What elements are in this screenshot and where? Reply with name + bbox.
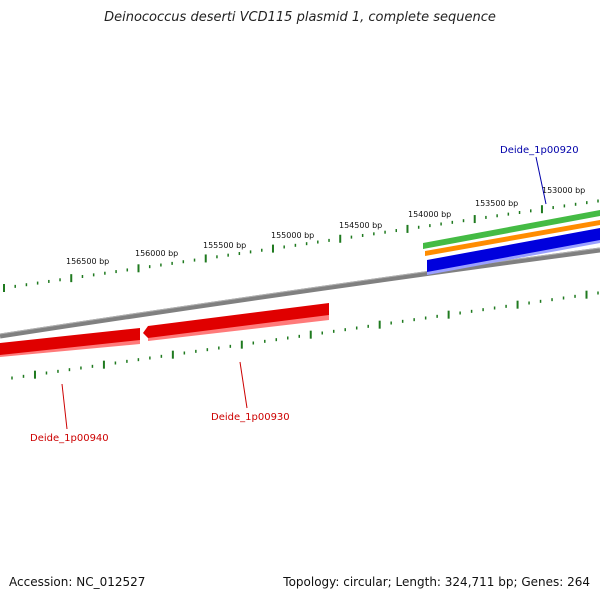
ruler-label: 153000 bp xyxy=(542,186,585,195)
backbone-arc xyxy=(0,247,600,339)
backbone-highlight xyxy=(0,247,600,335)
ruler-label: 154000 bp xyxy=(408,210,451,219)
ruler-label: 154500 bp xyxy=(339,221,382,230)
ruler-label: 155000 bp xyxy=(271,231,314,240)
accession-text: Accession: NC_012527 xyxy=(9,575,146,589)
orange-track xyxy=(425,220,600,256)
blue-gene-Deide_1p00920[interactable] xyxy=(427,228,600,272)
gene-label-930[interactable]: Deide_1p00930 xyxy=(211,412,290,423)
outer-tick-track xyxy=(3,199,599,292)
red-gene-Deide_1p00940[interactable] xyxy=(0,328,140,355)
red-gene-Deide_1p00930[interactable] xyxy=(143,303,329,338)
leader-line-930 xyxy=(239,361,248,409)
summary-text: Topology: circular; Length: 324,711 bp; … xyxy=(283,575,590,589)
gene-label-940[interactable]: Deide_1p00940 xyxy=(30,433,109,444)
leader-line-940 xyxy=(61,383,68,430)
map-title: Deinococcus deserti VCD115 plasmid 1, co… xyxy=(104,10,496,25)
ruler-label: 156000 bp xyxy=(135,249,178,258)
inner-tick-track xyxy=(11,290,599,380)
green-track xyxy=(423,210,600,249)
ruler-labels: 153000 bp 153500 bp 154000 bp 154500 bp … xyxy=(66,186,585,266)
ruler-label: 155500 bp xyxy=(203,241,246,250)
ruler-label: 156500 bp xyxy=(66,257,109,266)
gene-label-920[interactable]: Deide_1p00920 xyxy=(500,145,579,156)
ruler-label: 153500 bp xyxy=(475,199,518,208)
leader-line-920 xyxy=(535,156,547,205)
